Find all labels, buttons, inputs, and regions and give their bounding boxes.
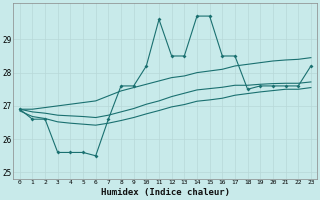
X-axis label: Humidex (Indice chaleur): Humidex (Indice chaleur)	[101, 188, 230, 197]
